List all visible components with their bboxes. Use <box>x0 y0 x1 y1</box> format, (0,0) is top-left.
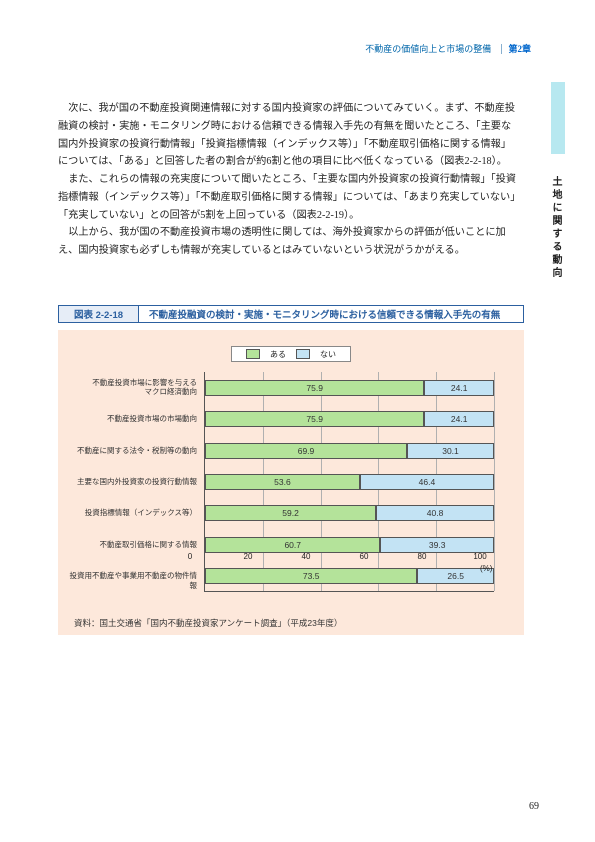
row-label: 投資指標情報（インデックス等） <box>67 508 197 517</box>
bar-segment-yes: 60.7 <box>205 537 380 553</box>
x-tick-label: 20 <box>244 552 253 561</box>
x-tick-label: 0 <box>188 552 192 561</box>
bar-row: 75.924.1不動産投資市場の市場動向 <box>205 411 494 427</box>
gridline <box>494 372 495 591</box>
side-label: 土地に関する動向 <box>548 176 563 280</box>
figure-title: 不動産投融資の検討・実施・モニタリング時における信頼できる情報入手先の有無 <box>139 306 523 322</box>
bar-segment-yes: 75.9 <box>205 411 424 427</box>
bar-row: 69.930.1不動産に関する法令・税制等の動向 <box>205 443 494 459</box>
row-label: 不動産取引価格に関する情報 <box>67 540 197 549</box>
figure-number: 図表 2-2-18 <box>59 306 139 322</box>
bar-segment-no: 46.4 <box>360 474 494 490</box>
bar-segment-yes: 69.9 <box>205 443 407 459</box>
bar-segment-no: 24.1 <box>424 380 494 396</box>
figure-source: 資料：国土交通省「国内不動産投資家アンケート調査」（平成23年度） <box>60 607 342 629</box>
x-axis-unit: (%) <box>480 564 492 573</box>
body-text: 次に、我が国の不動産投資関連情報に対する国内投資家の評価についてみていく。まず、… <box>58 100 520 260</box>
x-tick-label: 40 <box>302 552 311 561</box>
bar-segment-no: 30.1 <box>407 443 494 459</box>
legend-swatch-yes <box>246 349 260 359</box>
x-tick-label: 60 <box>360 552 369 561</box>
bar-segment-yes: 59.2 <box>205 505 376 521</box>
row-label: 不動産に関する法令・税制等の動向 <box>67 446 197 455</box>
bar-segment-no: 40.8 <box>376 505 494 521</box>
x-tick-label: 80 <box>418 552 427 561</box>
page-header: 不動産の価値向上と市場の整備 第2章 <box>365 42 531 55</box>
legend-swatch-no <box>296 349 310 359</box>
row-label: 不動産投資市場の市場動向 <box>67 414 197 423</box>
section-title: 不動産の価値向上と市場の整備 <box>365 44 491 54</box>
chart-legend: ある ない <box>231 346 351 362</box>
chapter-label: 第2章 <box>501 44 531 54</box>
bar-segment-no: 24.1 <box>424 411 494 427</box>
bar-segment-yes: 75.9 <box>205 380 424 396</box>
row-label: 主要な国内外投資家の投資行動情報 <box>67 477 197 486</box>
bar-segment-yes: 73.5 <box>205 568 417 584</box>
figure-title-bar: 図表 2-2-18 不動産投融資の検討・実施・モニタリング時における信頼できる情… <box>58 305 524 323</box>
paragraph: 次に、我が国の不動産投資関連情報に対する国内投資家の評価についてみていく。まず、… <box>58 100 520 171</box>
x-tick-label: 100 <box>473 552 486 561</box>
chart-area: ある ない 75.924.1不動産投資市場に影響を与えるマクロ経済動向75.92… <box>58 330 524 635</box>
row-label: 投資用不動産や事業用不動産の物件情報 <box>67 571 197 590</box>
chapter-tab <box>551 82 565 154</box>
bar-row: 75.924.1不動産投資市場に影響を与えるマクロ経済動向 <box>205 380 494 396</box>
x-axis-labels: 020406080100 <box>190 552 480 564</box>
bar-row: 60.739.3不動産取引価格に関する情報 <box>205 537 494 553</box>
paragraph: また、これらの情報の充実度について聞いたところ、「主要な国内外投資家の投資行動情… <box>58 171 520 224</box>
legend-label-yes: ある <box>270 349 286 360</box>
paragraph: 以上から、我が国の不動産投資市場の透明性に関しては、海外投資家からの評価が低いこ… <box>58 224 520 260</box>
legend-label-no: ない <box>320 349 336 360</box>
bar-row: 53.646.4主要な国内外投資家の投資行動情報 <box>205 474 494 490</box>
bar-row: 73.526.5投資用不動産や事業用不動産の物件情報 <box>205 568 494 584</box>
row-label: 不動産投資市場に影響を与えるマクロ経済動向 <box>67 378 197 397</box>
bar-segment-no: 39.3 <box>380 537 494 553</box>
bar-row: 59.240.8投資指標情報（インデックス等） <box>205 505 494 521</box>
page-number: 69 <box>529 801 539 812</box>
bar-segment-yes: 53.6 <box>205 474 360 490</box>
